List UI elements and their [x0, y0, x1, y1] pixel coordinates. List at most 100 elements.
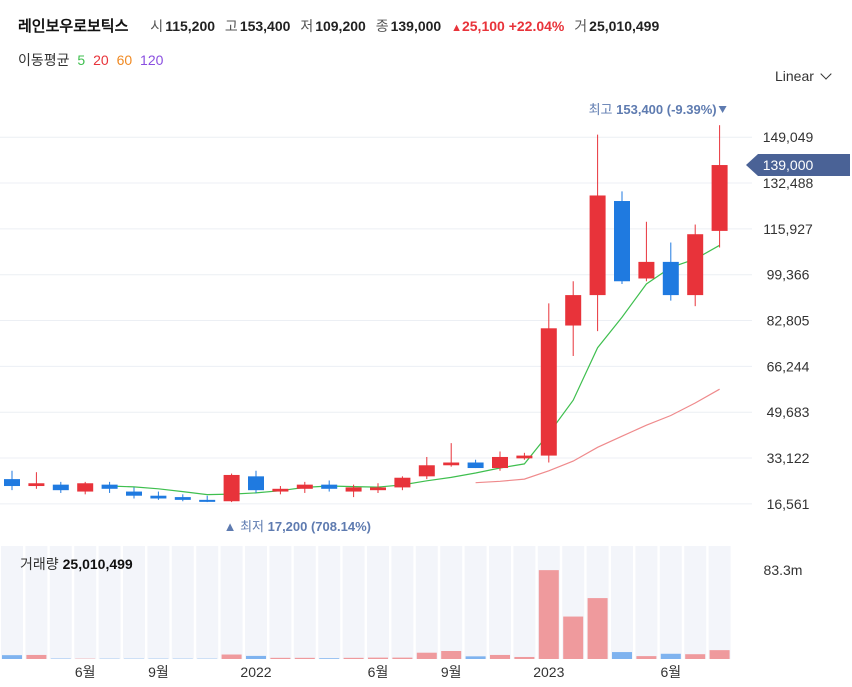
y-tick-label: 33,122	[767, 450, 810, 466]
x-tick-label: 9월	[148, 664, 169, 680]
candle-body	[296, 484, 313, 489]
volume-bar	[368, 657, 388, 659]
candle-body	[345, 487, 362, 492]
y-tick-label: 149,049	[763, 129, 814, 145]
candle	[492, 451, 508, 471]
candle	[4, 470, 20, 491]
volume-band	[489, 546, 511, 659]
candle	[370, 483, 386, 493]
candle-body	[101, 484, 118, 489]
volume-band	[293, 546, 316, 659]
candle-body	[4, 479, 20, 487]
up-arrow-icon: ▲	[451, 22, 462, 34]
candle-body	[614, 201, 630, 282]
volume-bar	[221, 654, 242, 659]
volume-band	[269, 546, 292, 659]
x-tick-label: 6월	[660, 664, 681, 680]
volume-axis-label: 83.3m	[764, 562, 803, 578]
ma-5[interactable]: 5	[77, 52, 86, 68]
candle	[150, 491, 167, 500]
y-tick-label: 82,805	[767, 313, 810, 329]
ma5-line	[109, 244, 720, 496]
volume-bar	[294, 657, 315, 659]
candle-body	[394, 477, 411, 488]
ma-60[interactable]: 60	[116, 52, 133, 68]
moving-average-legend[interactable]: 이동평균 5 20 60 120	[18, 50, 163, 70]
candle	[418, 456, 435, 480]
volume-bar	[465, 656, 486, 659]
candle-body	[248, 476, 264, 491]
high-arrow-icon	[718, 106, 727, 113]
candle	[662, 242, 679, 301]
candle-body	[467, 462, 484, 469]
volume-bar	[563, 616, 584, 659]
price-header: 레인보우로보틱스 시 115,200 고 153,400 저 109,200 종 139…	[18, 15, 659, 36]
candle	[174, 494, 191, 502]
volume-band	[684, 546, 707, 659]
y-tick-label: 115,927	[763, 221, 813, 237]
candle	[248, 470, 264, 493]
volume-bar	[343, 657, 364, 659]
volume-band	[391, 546, 414, 659]
volume-band	[220, 546, 243, 659]
candle	[443, 443, 460, 467]
ma-20[interactable]: 20	[93, 52, 109, 68]
x-tick-label: 2023	[533, 664, 564, 680]
volume-bar	[514, 656, 535, 659]
volume-band	[659, 546, 682, 659]
current-price-label: 139,000	[763, 157, 814, 173]
y-tick-label: 132,488	[763, 175, 814, 191]
candle	[126, 487, 142, 499]
volume-bar	[660, 653, 681, 659]
volume-bar	[26, 654, 47, 659]
volume-bar	[709, 650, 730, 659]
y-tick-label: 16,561	[767, 496, 810, 512]
stock-name: 레인보우로보틱스	[18, 18, 129, 35]
volume-band	[74, 546, 97, 659]
volume-label: 거	[574, 18, 588, 34]
candle	[565, 281, 582, 356]
x-tick-label: 2022	[240, 664, 271, 680]
candle-body	[687, 234, 704, 296]
volume-band	[25, 546, 48, 659]
volume-panel-label: 거래량 25,010,499	[20, 554, 133, 574]
volume-bar	[246, 655, 266, 659]
chevron-down-icon	[820, 68, 832, 80]
x-tick-label: 6월	[75, 664, 96, 680]
candle	[199, 495, 216, 503]
current-price-badge	[746, 154, 850, 177]
candle	[516, 452, 533, 460]
volume-panel-value: 25,010,499	[62, 556, 133, 572]
volume-bar	[270, 657, 291, 659]
y-tick-label: 99,366	[767, 267, 810, 283]
moving-average-label: 이동평균	[18, 52, 70, 68]
candle	[687, 224, 704, 307]
ma-120[interactable]: 120	[140, 52, 164, 68]
candle	[28, 472, 45, 489]
candle-body	[150, 495, 167, 499]
high-value: 153,400	[239, 18, 291, 34]
scale-selector[interactable]: Linear	[775, 68, 832, 84]
candle-body	[321, 484, 338, 489]
candle	[711, 125, 728, 248]
scale-label: Linear	[775, 68, 814, 84]
candle-body	[516, 455, 533, 459]
candle-body	[174, 497, 191, 500]
volume-band	[318, 546, 341, 659]
volume-band	[367, 546, 389, 659]
candle	[272, 486, 289, 495]
candle-body	[272, 488, 289, 492]
candle-body	[711, 165, 728, 231]
candle	[394, 476, 411, 491]
volume-bar	[490, 654, 510, 659]
volume-band	[342, 546, 365, 659]
volume-band	[123, 546, 145, 659]
candle-body	[443, 462, 460, 466]
volume-bar	[612, 652, 632, 659]
candle-body	[199, 499, 216, 502]
volume-bar	[319, 658, 340, 659]
volume-band	[1, 546, 23, 659]
candle-body	[565, 295, 582, 326]
volume-band	[171, 546, 194, 659]
